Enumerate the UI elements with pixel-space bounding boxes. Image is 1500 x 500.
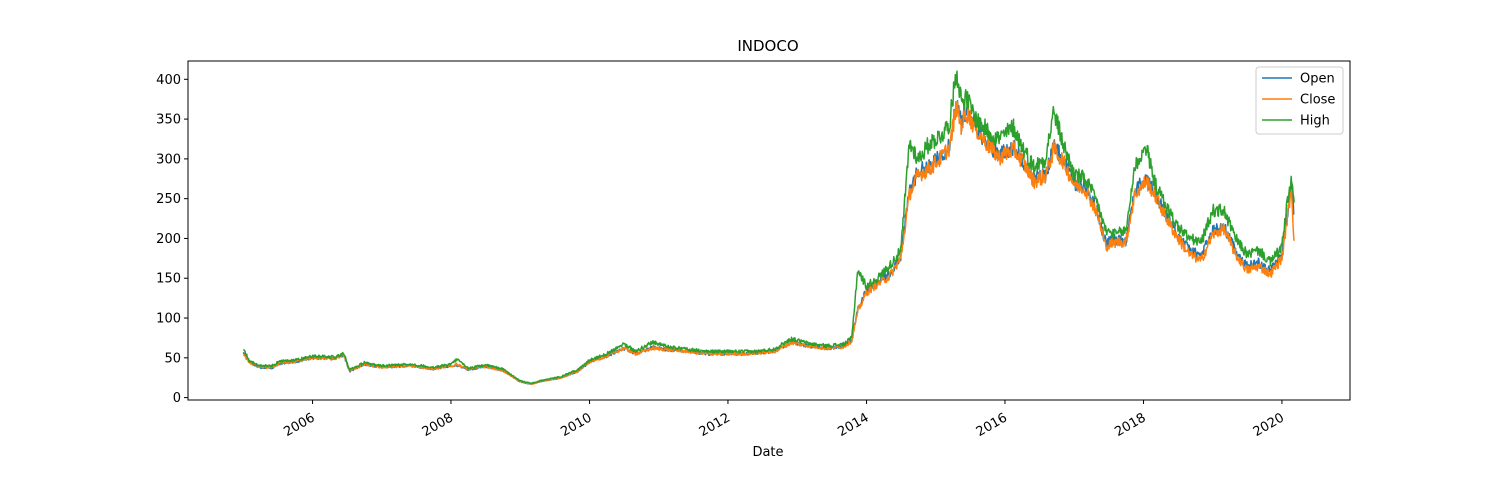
y-tick-label: 150 xyxy=(156,272,181,287)
legend-label-open: Open xyxy=(1300,72,1335,87)
y-tick-label: 200 xyxy=(156,232,181,247)
legend-label-close: Close xyxy=(1300,93,1335,108)
y-tick-label: 350 xyxy=(156,113,181,128)
y-axis-ticks: 0 50 100 150 200 250 300 350 400 xyxy=(156,73,188,406)
chart-title: INDOCO xyxy=(737,37,798,55)
y-tick-label: 0 xyxy=(173,391,181,406)
legend-box xyxy=(1255,66,1344,135)
series-group xyxy=(242,70,1295,386)
axes-frame xyxy=(187,60,1351,401)
legend-label-high: High xyxy=(1300,114,1330,129)
series-line-close xyxy=(242,100,1295,386)
x-axis-label: Date xyxy=(752,445,783,460)
series-line-high xyxy=(243,70,1295,385)
y-tick-label: 300 xyxy=(156,152,181,167)
y-tick-label: 250 xyxy=(156,192,181,207)
y-tick-label: 50 xyxy=(164,351,181,366)
y-tick-label: 400 xyxy=(156,73,181,88)
y-tick-label: 100 xyxy=(156,312,181,327)
legend: Open Close High xyxy=(1255,66,1344,135)
